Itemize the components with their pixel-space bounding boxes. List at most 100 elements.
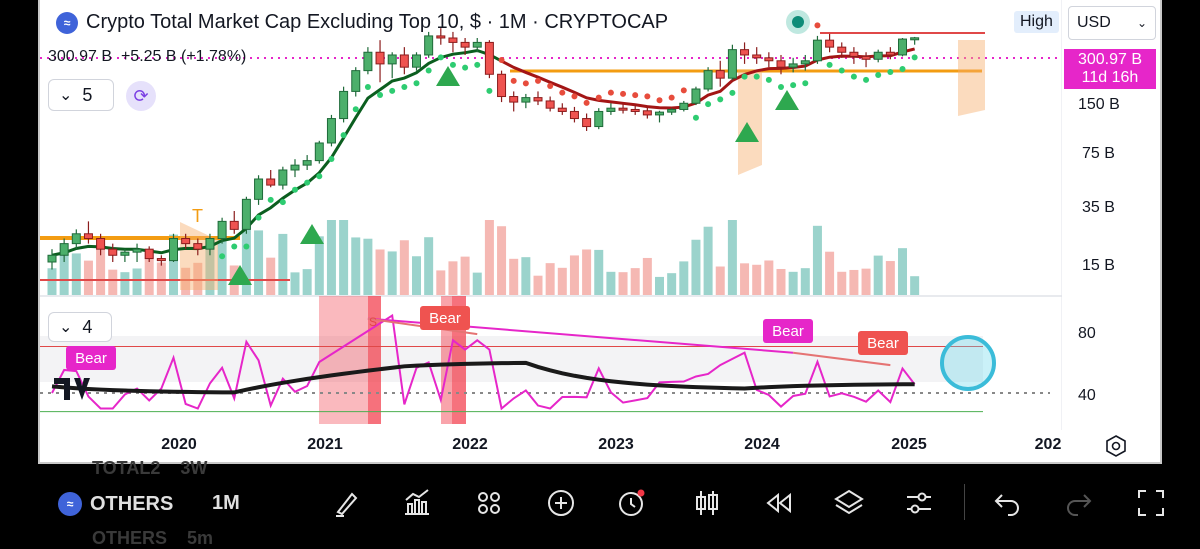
- candle-body: [667, 108, 677, 113]
- candle-body: [545, 100, 555, 109]
- candle-body: [606, 107, 616, 112]
- volume-bar: [302, 269, 312, 295]
- trailing-stop-dot: [401, 83, 408, 90]
- candle-body: [436, 35, 446, 39]
- trailing-stop-dot: [850, 73, 857, 80]
- currency-selector[interactable]: USD ⌄: [1068, 6, 1156, 40]
- volume-bar: [217, 229, 227, 295]
- volume-bar: [764, 260, 774, 295]
- volume-bar: [861, 268, 871, 295]
- candle-body: [740, 49, 750, 56]
- chart-settings-icon[interactable]: [1104, 434, 1128, 463]
- candle-body: [229, 220, 239, 230]
- refresh-icon[interactable]: ⟳: [126, 81, 156, 111]
- bear-label: [858, 331, 908, 355]
- trailing-stop-dot: [437, 54, 444, 61]
- candle-body: [752, 54, 762, 59]
- volume-bar: [715, 266, 725, 295]
- candle-body: [108, 248, 118, 256]
- volume-bar: [460, 256, 470, 295]
- candle-body: [898, 38, 907, 56]
- volume-bar: [412, 256, 421, 295]
- settings-sliders-icon[interactable]: [902, 486, 936, 520]
- redo-icon[interactable]: [1062, 486, 1096, 520]
- volume-bar: [205, 247, 215, 295]
- time-axis-label: 2021: [307, 436, 343, 453]
- high-badge[interactable]: High: [1014, 11, 1059, 33]
- timeframe-selector[interactable]: 1M: [212, 492, 240, 514]
- candle-body: [314, 142, 324, 162]
- trailing-stop-dot: [449, 61, 456, 68]
- chart-canvas[interactable]: T Bear Bear Bear Bear S: [40, 0, 1062, 430]
- time-axis-label: 2025: [891, 436, 927, 453]
- candle-body: [509, 96, 519, 103]
- chevron-down-icon: ⌄: [1136, 16, 1147, 30]
- replay-icon[interactable]: [762, 486, 796, 520]
- trailing-stop-dot: [899, 66, 906, 73]
- volume-bar: [800, 268, 810, 295]
- candle-body: [825, 39, 835, 48]
- trailing-stop-dot: [340, 132, 347, 139]
- volume-bar: [545, 263, 555, 295]
- candle-body: [266, 178, 276, 186]
- sub-indicators-toggle[interactable]: ⌄ 4: [48, 312, 112, 342]
- candle-body: [910, 37, 920, 41]
- fullscreen-icon[interactable]: [1134, 486, 1168, 520]
- moving-average-line: [51, 48, 503, 257]
- volume-bar: [169, 234, 178, 295]
- volume-bar: [108, 269, 118, 295]
- candle-body: [47, 254, 57, 263]
- osc-axis-label: 80: [1078, 325, 1096, 342]
- signal-zone: [180, 222, 218, 290]
- currency-label: USD: [1077, 14, 1111, 31]
- add-icon[interactable]: [544, 486, 578, 520]
- candle-body: [290, 164, 300, 171]
- layers-icon[interactable]: [832, 486, 866, 520]
- indicators-icon[interactable]: [400, 486, 434, 520]
- volume-bar: [363, 238, 373, 295]
- volume-bar: [399, 240, 409, 295]
- candle-body: [460, 41, 470, 48]
- volume-bar: [885, 261, 895, 295]
- volume-bar: [448, 261, 458, 295]
- signal-zone: [958, 40, 985, 116]
- candle-style-icon[interactable]: [690, 486, 724, 520]
- trailing-stop-dot: [680, 87, 687, 94]
- candle-body: [169, 238, 178, 262]
- candle-body: [849, 51, 859, 57]
- volume-bar: [144, 250, 154, 295]
- volume-bar: [351, 237, 361, 295]
- candle-body: [642, 110, 652, 116]
- undo-icon[interactable]: [990, 486, 1024, 520]
- chart-title[interactable]: Crypto Total Market Cap Excluding Top 10…: [86, 11, 669, 33]
- trailing-stop-dot: [863, 76, 870, 83]
- volume-bar: [83, 260, 93, 295]
- volume-bar: [606, 271, 616, 295]
- volume-bar: [132, 268, 142, 295]
- trailing-stop-dot: [778, 83, 784, 90]
- trailing-stop-dot: [243, 243, 250, 250]
- layout-grid-icon[interactable]: [472, 486, 506, 520]
- volume-bar: [655, 276, 664, 295]
- trailing-stop-dot: [559, 89, 566, 96]
- candle-body: [582, 118, 592, 128]
- candle-body: [424, 35, 434, 56]
- trailing-stop-dot: [267, 196, 274, 203]
- main-indicators-toggle[interactable]: ⌄ 5: [48, 79, 114, 111]
- trailing-stop-dot: [413, 80, 420, 87]
- volume-bar: [776, 268, 786, 295]
- current-price: 300.97 B: [48, 48, 113, 65]
- time-axis-label: 2023: [598, 436, 634, 453]
- volume-bar: [326, 220, 336, 295]
- symbol-selector[interactable]: ≈ OTHERS: [58, 492, 173, 516]
- bear-label-text: Bear: [867, 335, 899, 352]
- volume-bar: [582, 249, 592, 295]
- osc-band-fill: [40, 336, 983, 382]
- trailing-stop-dot: [753, 73, 760, 80]
- alert-clock-icon[interactable]: [614, 486, 648, 520]
- trailing-stop-dot: [607, 89, 614, 96]
- trailing-stop-dot: [595, 94, 602, 101]
- drawing-tool-icon[interactable]: [330, 486, 364, 520]
- volume-bar: [788, 271, 798, 295]
- volume-bar: [837, 271, 847, 295]
